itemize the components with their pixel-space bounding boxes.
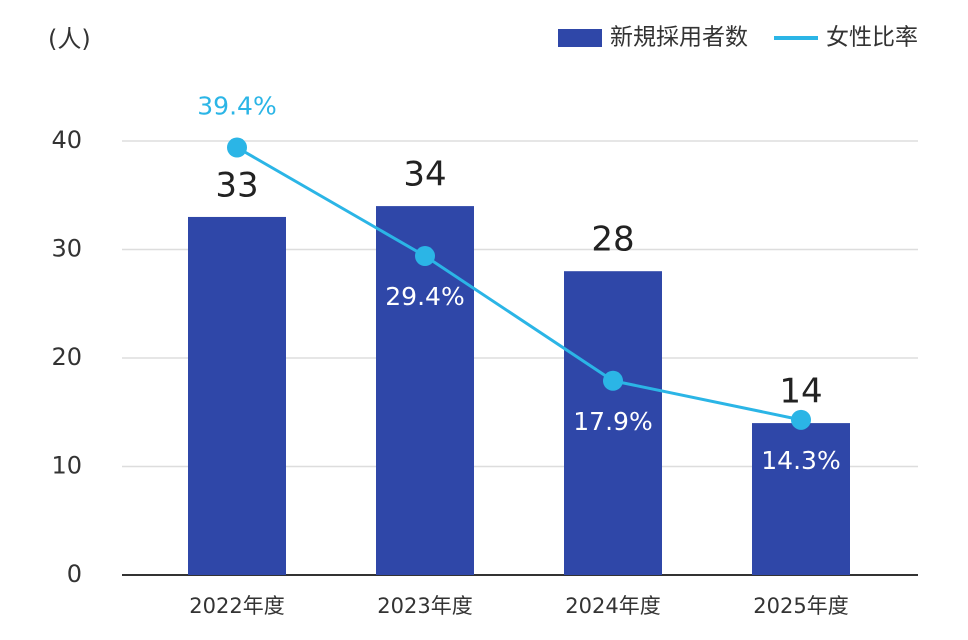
y-axis-label: (人)	[48, 25, 91, 53]
x-tick-label: 2025年度	[753, 594, 848, 618]
y-tick-label: 0	[67, 560, 82, 588]
legend-swatch	[558, 29, 602, 47]
line-point	[791, 409, 811, 430]
y-tick-label: 20	[51, 343, 82, 371]
bar	[564, 271, 662, 575]
line-value-label: 14.3%	[761, 446, 840, 475]
line-point	[603, 370, 623, 391]
y-tick-label: 30	[51, 235, 82, 263]
x-tick-label: 2022年度	[189, 594, 284, 618]
line-value-label: 39.4%	[197, 92, 276, 121]
line-value-label: 29.4%	[385, 282, 464, 311]
bar	[752, 423, 850, 575]
bar	[376, 206, 474, 575]
x-tick-label: 2023年度	[377, 594, 472, 618]
line-value-label: 17.9%	[573, 407, 652, 436]
line-point	[227, 137, 247, 158]
line	[236, 146, 802, 422]
bar-value-label: 33	[215, 165, 258, 205]
bar-value-label: 34	[403, 155, 446, 195]
y-tick-label: 10	[51, 452, 82, 480]
line-point	[415, 246, 435, 267]
legend-label: 女性比率	[826, 25, 918, 51]
legend-label: 新規採用者数	[610, 25, 748, 51]
x-tick-label: 2024年度	[565, 594, 660, 618]
bar	[188, 216, 286, 575]
bar-value-label: 14	[779, 372, 822, 412]
y-tick-label: 40	[51, 126, 82, 154]
bar-value-label: 28	[591, 220, 634, 260]
